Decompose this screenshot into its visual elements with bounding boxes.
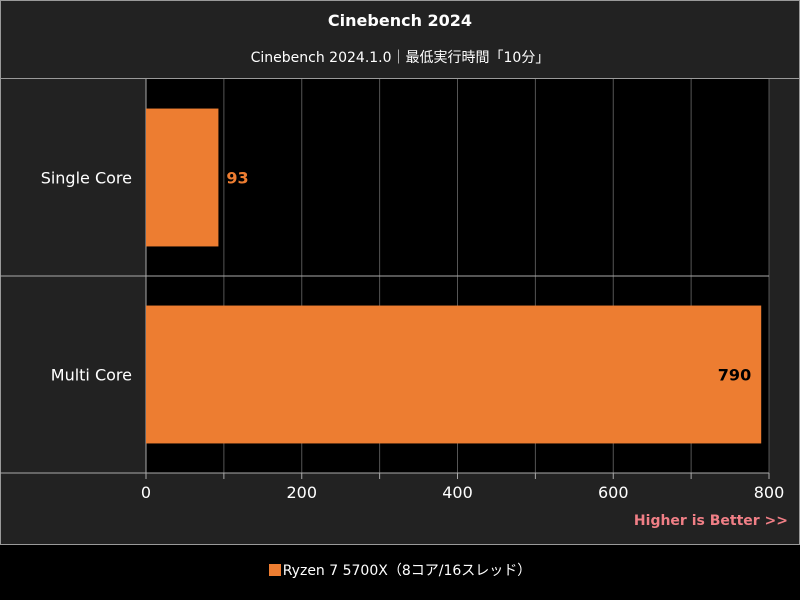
x-tick-label: 200 [286,483,317,502]
legend: Ryzen 7 5700X（8コア/16スレッド） [0,560,800,580]
plot-area: 0 200 400 600 800 Single Core 93 Multi Core 790 [0,79,785,502]
x-tick-label: 400 [442,483,473,502]
y-tick-label: Single Core [41,169,132,188]
data-label: 93 [226,169,248,188]
title-divider [0,78,800,79]
chart-title: Cinebench 2024 [327,11,473,30]
x-tick-label: 0 [141,483,151,502]
chart-subtitle: Cinebench 2024.1.0｜最低実行時間「10分」 [250,50,550,66]
data-label: 790 [718,366,751,385]
bar [146,305,762,444]
legend-swatch [268,564,281,576]
y-tick-label: Multi Core [51,366,132,385]
legend-label: Ryzen 7 5700X（8コア/16スレッド） [282,563,532,579]
x-tick-label: 600 [598,483,629,502]
x-tick-label: 800 [754,483,785,502]
bar [146,108,219,247]
higher-is-better-note: Higher is Better >> [633,513,788,529]
